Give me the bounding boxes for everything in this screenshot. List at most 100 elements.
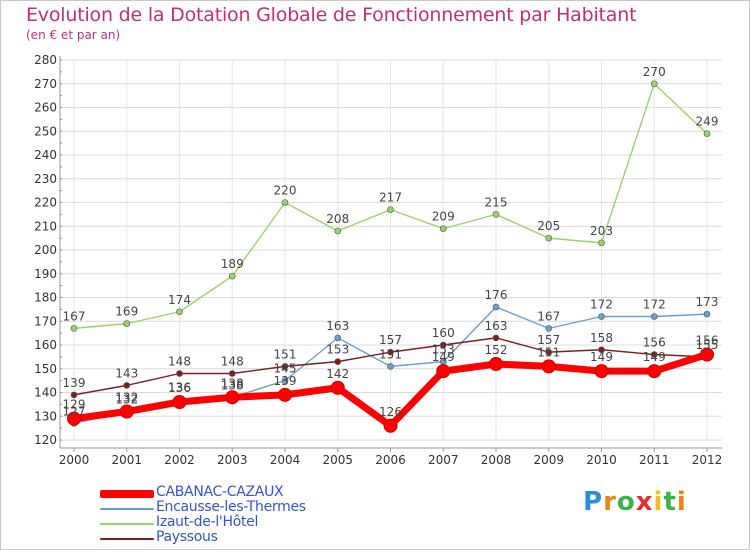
data-point bbox=[334, 358, 342, 365]
data-label: 148 bbox=[168, 355, 191, 369]
data-point bbox=[383, 418, 398, 433]
data-point bbox=[281, 377, 289, 384]
data-label: 208 bbox=[326, 212, 349, 226]
y-tick-label: 240 bbox=[34, 148, 57, 162]
data-label: 148 bbox=[221, 355, 244, 369]
data-label: 155 bbox=[696, 338, 719, 352]
data-label: 138 bbox=[221, 378, 244, 392]
data-label: 143 bbox=[115, 366, 138, 380]
x-tick-label: 2010 bbox=[586, 453, 617, 467]
data-point bbox=[492, 334, 500, 342]
legend-swatch bbox=[100, 523, 154, 525]
data-label: 142 bbox=[326, 367, 349, 381]
legend-label: CABANAC-CAZAUX bbox=[156, 484, 284, 500]
data-label: 149 bbox=[590, 350, 613, 364]
data-point bbox=[545, 325, 553, 332]
legend-swatch bbox=[100, 490, 154, 498]
data-label: 157 bbox=[379, 333, 402, 347]
x-tick-label: 2000 bbox=[59, 453, 90, 467]
data-label: 152 bbox=[485, 343, 508, 357]
legend-label: Encausse-les-Thermes bbox=[156, 499, 306, 515]
y-tick-label: 210 bbox=[34, 219, 57, 233]
data-point bbox=[123, 382, 131, 389]
chart-title: Evolution de la Dotation Globale de Fonc… bbox=[26, 4, 637, 26]
data-point bbox=[176, 308, 183, 316]
data-point bbox=[545, 348, 553, 356]
data-point bbox=[225, 390, 240, 405]
data-point bbox=[228, 370, 236, 377]
data-label: 136 bbox=[168, 381, 191, 395]
x-tick-label: 2006 bbox=[375, 453, 406, 467]
data-point bbox=[123, 320, 131, 327]
data-label: 151 bbox=[274, 347, 297, 361]
data-point bbox=[650, 80, 658, 88]
data-label: 167 bbox=[537, 309, 560, 323]
data-label: 249 bbox=[696, 115, 719, 129]
x-tick-label: 2001 bbox=[111, 453, 142, 467]
y-tick-label: 130 bbox=[34, 409, 57, 423]
y-tick-label: 170 bbox=[34, 314, 57, 328]
data-point bbox=[594, 364, 609, 379]
y-tick-label: 250 bbox=[34, 124, 57, 138]
data-label: 173 bbox=[696, 295, 719, 309]
x-tick-label: 2008 bbox=[481, 453, 512, 467]
axes: 120 130 140 150 160 170 180 190 200 210 220 230 240 2… bbox=[34, 53, 722, 467]
data-label: 151 bbox=[537, 345, 560, 359]
data-point bbox=[67, 411, 81, 426]
data-label: 149 bbox=[432, 350, 455, 364]
data-label: 132 bbox=[115, 391, 138, 405]
data-point bbox=[700, 347, 714, 362]
data-point bbox=[545, 234, 553, 242]
data-label: 169 bbox=[115, 305, 138, 319]
data-label: 136 bbox=[168, 381, 191, 395]
data-point bbox=[70, 325, 78, 332]
legend-swatch bbox=[100, 538, 154, 540]
series-group bbox=[67, 80, 714, 433]
data-label: 217 bbox=[379, 191, 402, 205]
data-point bbox=[647, 364, 662, 379]
data-point bbox=[281, 363, 289, 370]
y-tick-label: 180 bbox=[34, 291, 57, 305]
data-label: 145 bbox=[274, 362, 297, 376]
data-label: 156 bbox=[696, 334, 719, 348]
y-tick-label: 220 bbox=[34, 196, 57, 210]
data-point bbox=[650, 351, 658, 358]
data-point bbox=[492, 211, 500, 218]
data-point bbox=[119, 404, 134, 419]
data-label: 138 bbox=[221, 376, 244, 390]
data-label: 126 bbox=[379, 405, 402, 419]
data-label: 149 bbox=[643, 350, 666, 364]
data-label: 160 bbox=[432, 326, 455, 340]
x-tick-label: 2007 bbox=[428, 453, 459, 467]
data-label: 151 bbox=[379, 347, 402, 361]
data-point bbox=[598, 313, 605, 320]
data-label: 156 bbox=[643, 336, 666, 350]
x-tick-label: 2011 bbox=[639, 453, 670, 467]
data-label: 167 bbox=[63, 309, 86, 323]
data-point bbox=[387, 206, 394, 213]
y-tick-label: 260 bbox=[34, 101, 57, 115]
data-point bbox=[703, 130, 711, 137]
data-label: 158 bbox=[590, 331, 613, 345]
data-label: 215 bbox=[485, 195, 508, 209]
x-tick-label: 2004 bbox=[270, 453, 301, 467]
data-point bbox=[439, 225, 447, 232]
data-point bbox=[334, 227, 342, 235]
logo-letter: r bbox=[603, 487, 617, 517]
data-label: 163 bbox=[326, 319, 349, 333]
x-tick-label: 2003 bbox=[217, 453, 248, 467]
data-label: 139 bbox=[274, 374, 297, 388]
data-label: 157 bbox=[537, 333, 560, 347]
grid bbox=[60, 59, 722, 441]
data-label: 163 bbox=[485, 319, 508, 333]
data-label: 220 bbox=[274, 184, 297, 198]
y-tick-label: 120 bbox=[34, 433, 57, 447]
data-point bbox=[387, 348, 394, 356]
data-label: 205 bbox=[537, 219, 560, 233]
data-label: 189 bbox=[221, 257, 244, 271]
data-point bbox=[387, 363, 394, 370]
data-label: 127 bbox=[63, 404, 86, 418]
y-tick-label: 230 bbox=[34, 172, 57, 186]
